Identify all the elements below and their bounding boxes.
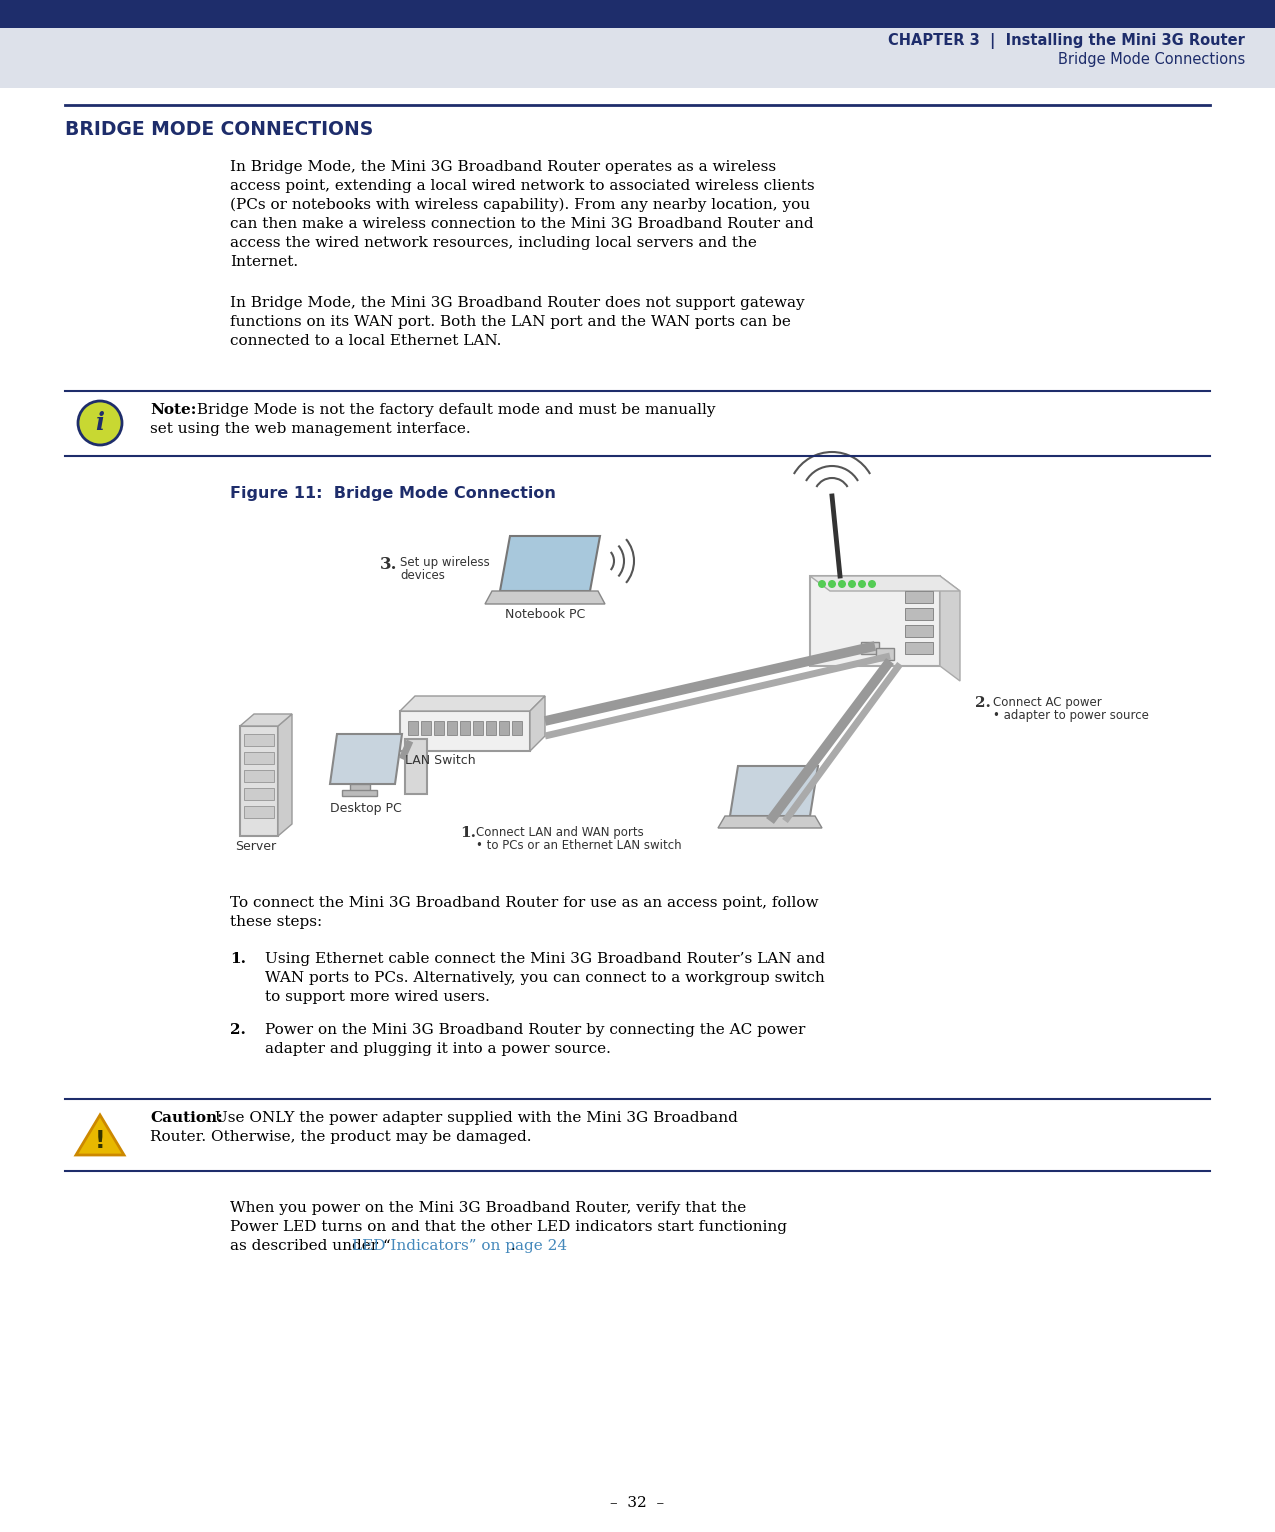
- Text: can then make a wireless connection to the Mini 3G Broadband Router and: can then make a wireless connection to t…: [230, 218, 813, 231]
- Text: devices: devices: [400, 568, 445, 582]
- FancyBboxPatch shape: [244, 787, 274, 800]
- Text: BRIDGE MODE CONNECTIONS: BRIDGE MODE CONNECTIONS: [65, 119, 374, 139]
- Bar: [0, 28, 1275, 87]
- FancyBboxPatch shape: [244, 752, 274, 764]
- Polygon shape: [76, 1115, 124, 1155]
- Circle shape: [819, 581, 826, 588]
- Text: Power on the Mini 3G Broadband Router by connecting the AC power: Power on the Mini 3G Broadband Router by…: [265, 1023, 806, 1037]
- Text: Figure 11:  Bridge Mode Connection: Figure 11: Bridge Mode Connection: [230, 486, 556, 501]
- FancyBboxPatch shape: [421, 722, 431, 735]
- FancyBboxPatch shape: [486, 722, 496, 735]
- Polygon shape: [400, 696, 544, 711]
- Text: • adapter to power source: • adapter to power source: [993, 709, 1149, 722]
- Text: adapter and plugging it into a power source.: adapter and plugging it into a power sou…: [265, 1042, 611, 1056]
- Polygon shape: [500, 536, 601, 591]
- Text: !: !: [94, 1129, 106, 1154]
- Polygon shape: [940, 576, 960, 682]
- Text: Power LED turns on and that the other LED indicators start functioning: Power LED turns on and that the other LE…: [230, 1219, 787, 1233]
- Bar: [0, 0, 1275, 28]
- FancyBboxPatch shape: [408, 722, 418, 735]
- Polygon shape: [718, 817, 822, 827]
- FancyBboxPatch shape: [905, 625, 933, 637]
- Text: Caution:: Caution:: [150, 1111, 223, 1124]
- Text: LED Indicators” on page 24: LED Indicators” on page 24: [352, 1239, 567, 1253]
- FancyBboxPatch shape: [810, 576, 940, 666]
- Text: access point, extending a local wired network to associated wireless clients: access point, extending a local wired ne…: [230, 179, 815, 193]
- Text: Connect AC power: Connect AC power: [993, 696, 1102, 709]
- FancyBboxPatch shape: [876, 648, 894, 660]
- Text: Connect LAN and WAN ports: Connect LAN and WAN ports: [476, 826, 644, 840]
- Text: Note:: Note:: [150, 403, 196, 417]
- Text: .: .: [510, 1239, 515, 1253]
- FancyBboxPatch shape: [861, 642, 878, 654]
- Polygon shape: [278, 714, 292, 836]
- Text: In Bridge Mode, the Mini 3G Broadband Router operates as a wireless: In Bridge Mode, the Mini 3G Broadband Ro…: [230, 159, 776, 175]
- Text: To connect the Mini 3G Broadband Router for use as an access point, follow: To connect the Mini 3G Broadband Router …: [230, 896, 819, 910]
- Circle shape: [858, 581, 866, 588]
- Text: as described under “: as described under “: [230, 1239, 390, 1253]
- Polygon shape: [330, 734, 402, 784]
- FancyBboxPatch shape: [460, 722, 470, 735]
- Text: these steps:: these steps:: [230, 915, 323, 928]
- Text: 1.: 1.: [230, 951, 246, 967]
- FancyBboxPatch shape: [342, 791, 377, 797]
- Circle shape: [868, 581, 876, 588]
- Polygon shape: [400, 711, 530, 751]
- Text: set using the web management interface.: set using the web management interface.: [150, 421, 470, 437]
- Text: Notebook PC: Notebook PC: [505, 608, 585, 620]
- Polygon shape: [731, 766, 819, 817]
- FancyBboxPatch shape: [351, 784, 370, 792]
- Text: access the wired network resources, including local servers and the: access the wired network resources, incl…: [230, 236, 757, 250]
- FancyBboxPatch shape: [905, 608, 933, 620]
- Text: Bridge Mode is not the factory default mode and must be manually: Bridge Mode is not the factory default m…: [193, 403, 715, 417]
- Text: 1.: 1.: [460, 826, 476, 840]
- Text: CHAPTER 3  |  Installing the Mini 3G Router: CHAPTER 3 | Installing the Mini 3G Route…: [889, 34, 1244, 49]
- FancyBboxPatch shape: [448, 722, 456, 735]
- Text: Router. Otherwise, the product may be damaged.: Router. Otherwise, the product may be da…: [150, 1131, 532, 1144]
- FancyBboxPatch shape: [244, 734, 274, 746]
- FancyBboxPatch shape: [905, 591, 933, 604]
- Text: In Bridge Mode, the Mini 3G Broadband Router does not support gateway: In Bridge Mode, the Mini 3G Broadband Ro…: [230, 296, 805, 309]
- Circle shape: [78, 401, 122, 444]
- FancyBboxPatch shape: [244, 771, 274, 781]
- Polygon shape: [484, 591, 606, 604]
- Text: Bridge Mode Connections: Bridge Mode Connections: [1058, 52, 1244, 67]
- Polygon shape: [530, 696, 544, 751]
- Text: • to PCs or an Ethernet LAN switch: • to PCs or an Ethernet LAN switch: [476, 840, 682, 852]
- FancyBboxPatch shape: [499, 722, 509, 735]
- Text: 2.: 2.: [975, 696, 991, 709]
- Text: (PCs or notebooks with wireless capability). From any nearby location, you: (PCs or notebooks with wireless capabili…: [230, 198, 810, 213]
- Text: functions on its WAN port. Both the LAN port and the WAN ports can be: functions on its WAN port. Both the LAN …: [230, 316, 790, 329]
- Text: Internet.: Internet.: [230, 254, 298, 270]
- FancyBboxPatch shape: [473, 722, 483, 735]
- Text: to support more wired users.: to support more wired users.: [265, 990, 490, 1003]
- Polygon shape: [240, 714, 292, 726]
- Text: i: i: [96, 411, 105, 435]
- Text: connected to a local Ethernet LAN.: connected to a local Ethernet LAN.: [230, 334, 501, 348]
- Circle shape: [838, 581, 847, 588]
- Text: Using Ethernet cable connect the Mini 3G Broadband Router’s LAN and: Using Ethernet cable connect the Mini 3G…: [265, 951, 825, 967]
- Circle shape: [827, 581, 836, 588]
- Text: Set up wireless: Set up wireless: [400, 556, 490, 568]
- Text: 2.: 2.: [230, 1023, 246, 1037]
- Text: 3.: 3.: [380, 556, 398, 573]
- FancyBboxPatch shape: [240, 726, 278, 836]
- Text: Desktop PC: Desktop PC: [330, 801, 402, 815]
- Text: WAN ports to PCs. Alternatively, you can connect to a workgroup switch: WAN ports to PCs. Alternatively, you can…: [265, 971, 825, 985]
- FancyBboxPatch shape: [405, 738, 427, 794]
- Polygon shape: [810, 576, 960, 591]
- FancyBboxPatch shape: [905, 642, 933, 654]
- Text: –  32  –: – 32 –: [609, 1497, 664, 1511]
- Circle shape: [848, 581, 856, 588]
- Text: When you power on the Mini 3G Broadband Router, verify that the: When you power on the Mini 3G Broadband …: [230, 1201, 746, 1215]
- FancyBboxPatch shape: [244, 806, 274, 818]
- FancyBboxPatch shape: [513, 722, 521, 735]
- Text: Server: Server: [235, 840, 277, 853]
- Text: LAN Switch: LAN Switch: [405, 754, 476, 768]
- Text: Use ONLY the power adapter supplied with the Mini 3G Broadband: Use ONLY the power adapter supplied with…: [210, 1111, 738, 1124]
- FancyBboxPatch shape: [434, 722, 444, 735]
